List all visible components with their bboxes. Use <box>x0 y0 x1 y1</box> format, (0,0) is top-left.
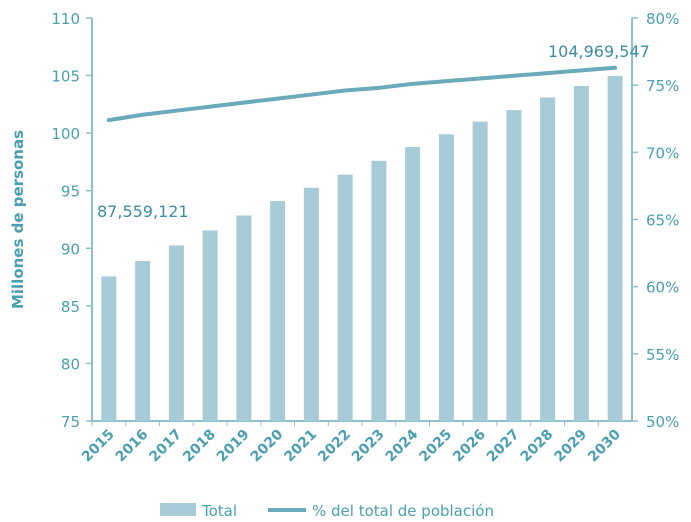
bar <box>438 134 454 421</box>
y-tick-label: 80 <box>61 355 80 373</box>
x-tick-label: 2021 <box>281 427 320 466</box>
x-tick-label: 2016 <box>113 427 152 466</box>
x-tick-label: 2028 <box>518 427 557 466</box>
bar <box>202 230 218 421</box>
y2-tick-label: 70% <box>646 144 679 162</box>
bar <box>168 245 184 421</box>
bar <box>270 201 286 421</box>
x-tick-label: 2019 <box>214 427 253 466</box>
y2-tick-label: 65% <box>646 212 679 230</box>
y-axis-title: Millones de personas <box>9 130 27 309</box>
bar <box>573 85 589 421</box>
x-tick-label: 2027 <box>484 427 523 466</box>
y2-tick-label: 60% <box>646 279 679 297</box>
bar <box>101 276 117 421</box>
annotation-first: 87,559,121 <box>97 202 189 221</box>
x-tick-label: 2029 <box>551 427 590 466</box>
y-tick-label: 75 <box>61 413 80 431</box>
y2-tick-label: 50% <box>646 413 679 431</box>
series-line <box>106 65 618 123</box>
y-tick-label: 105 <box>51 68 80 86</box>
bar <box>337 174 353 421</box>
x-tick-label: 2026 <box>450 427 489 466</box>
x-tick-label: 2023 <box>349 427 388 466</box>
legend-label-total: Total <box>201 502 237 520</box>
bar <box>371 160 387 421</box>
legend-label-line: % del total de población <box>312 502 494 520</box>
legend-swatch-total <box>160 503 196 516</box>
y2-tick-label: 55% <box>646 346 679 364</box>
x-tick-label: 2030 <box>585 426 624 465</box>
x-tick-label: 2025 <box>416 427 455 466</box>
bar <box>540 97 556 421</box>
y-tick-label: 85 <box>61 298 80 316</box>
bar <box>303 187 319 421</box>
x-tick-label: 2015 <box>79 427 118 466</box>
x-tick-label: 2022 <box>315 427 354 466</box>
bar <box>472 121 488 421</box>
y-tick-label: 90 <box>61 240 80 258</box>
x-tick-label: 2017 <box>146 427 185 466</box>
bar <box>236 215 252 421</box>
x-tick-label: 2024 <box>383 426 422 465</box>
y2-tick-label: 80% <box>646 10 679 28</box>
y2-tick-label: 75% <box>646 77 679 95</box>
annotation-last: 104,969,547 <box>548 42 650 61</box>
bar <box>405 146 421 421</box>
bar <box>135 260 151 421</box>
y-tick-label: 110 <box>51 10 80 28</box>
x-tick-label: 2018 <box>180 427 219 466</box>
bar <box>607 75 623 421</box>
y-tick-label: 95 <box>61 183 80 201</box>
x-tick-label: 2020 <box>248 426 287 465</box>
y-tick-label: 100 <box>51 125 80 143</box>
bar <box>506 110 522 421</box>
